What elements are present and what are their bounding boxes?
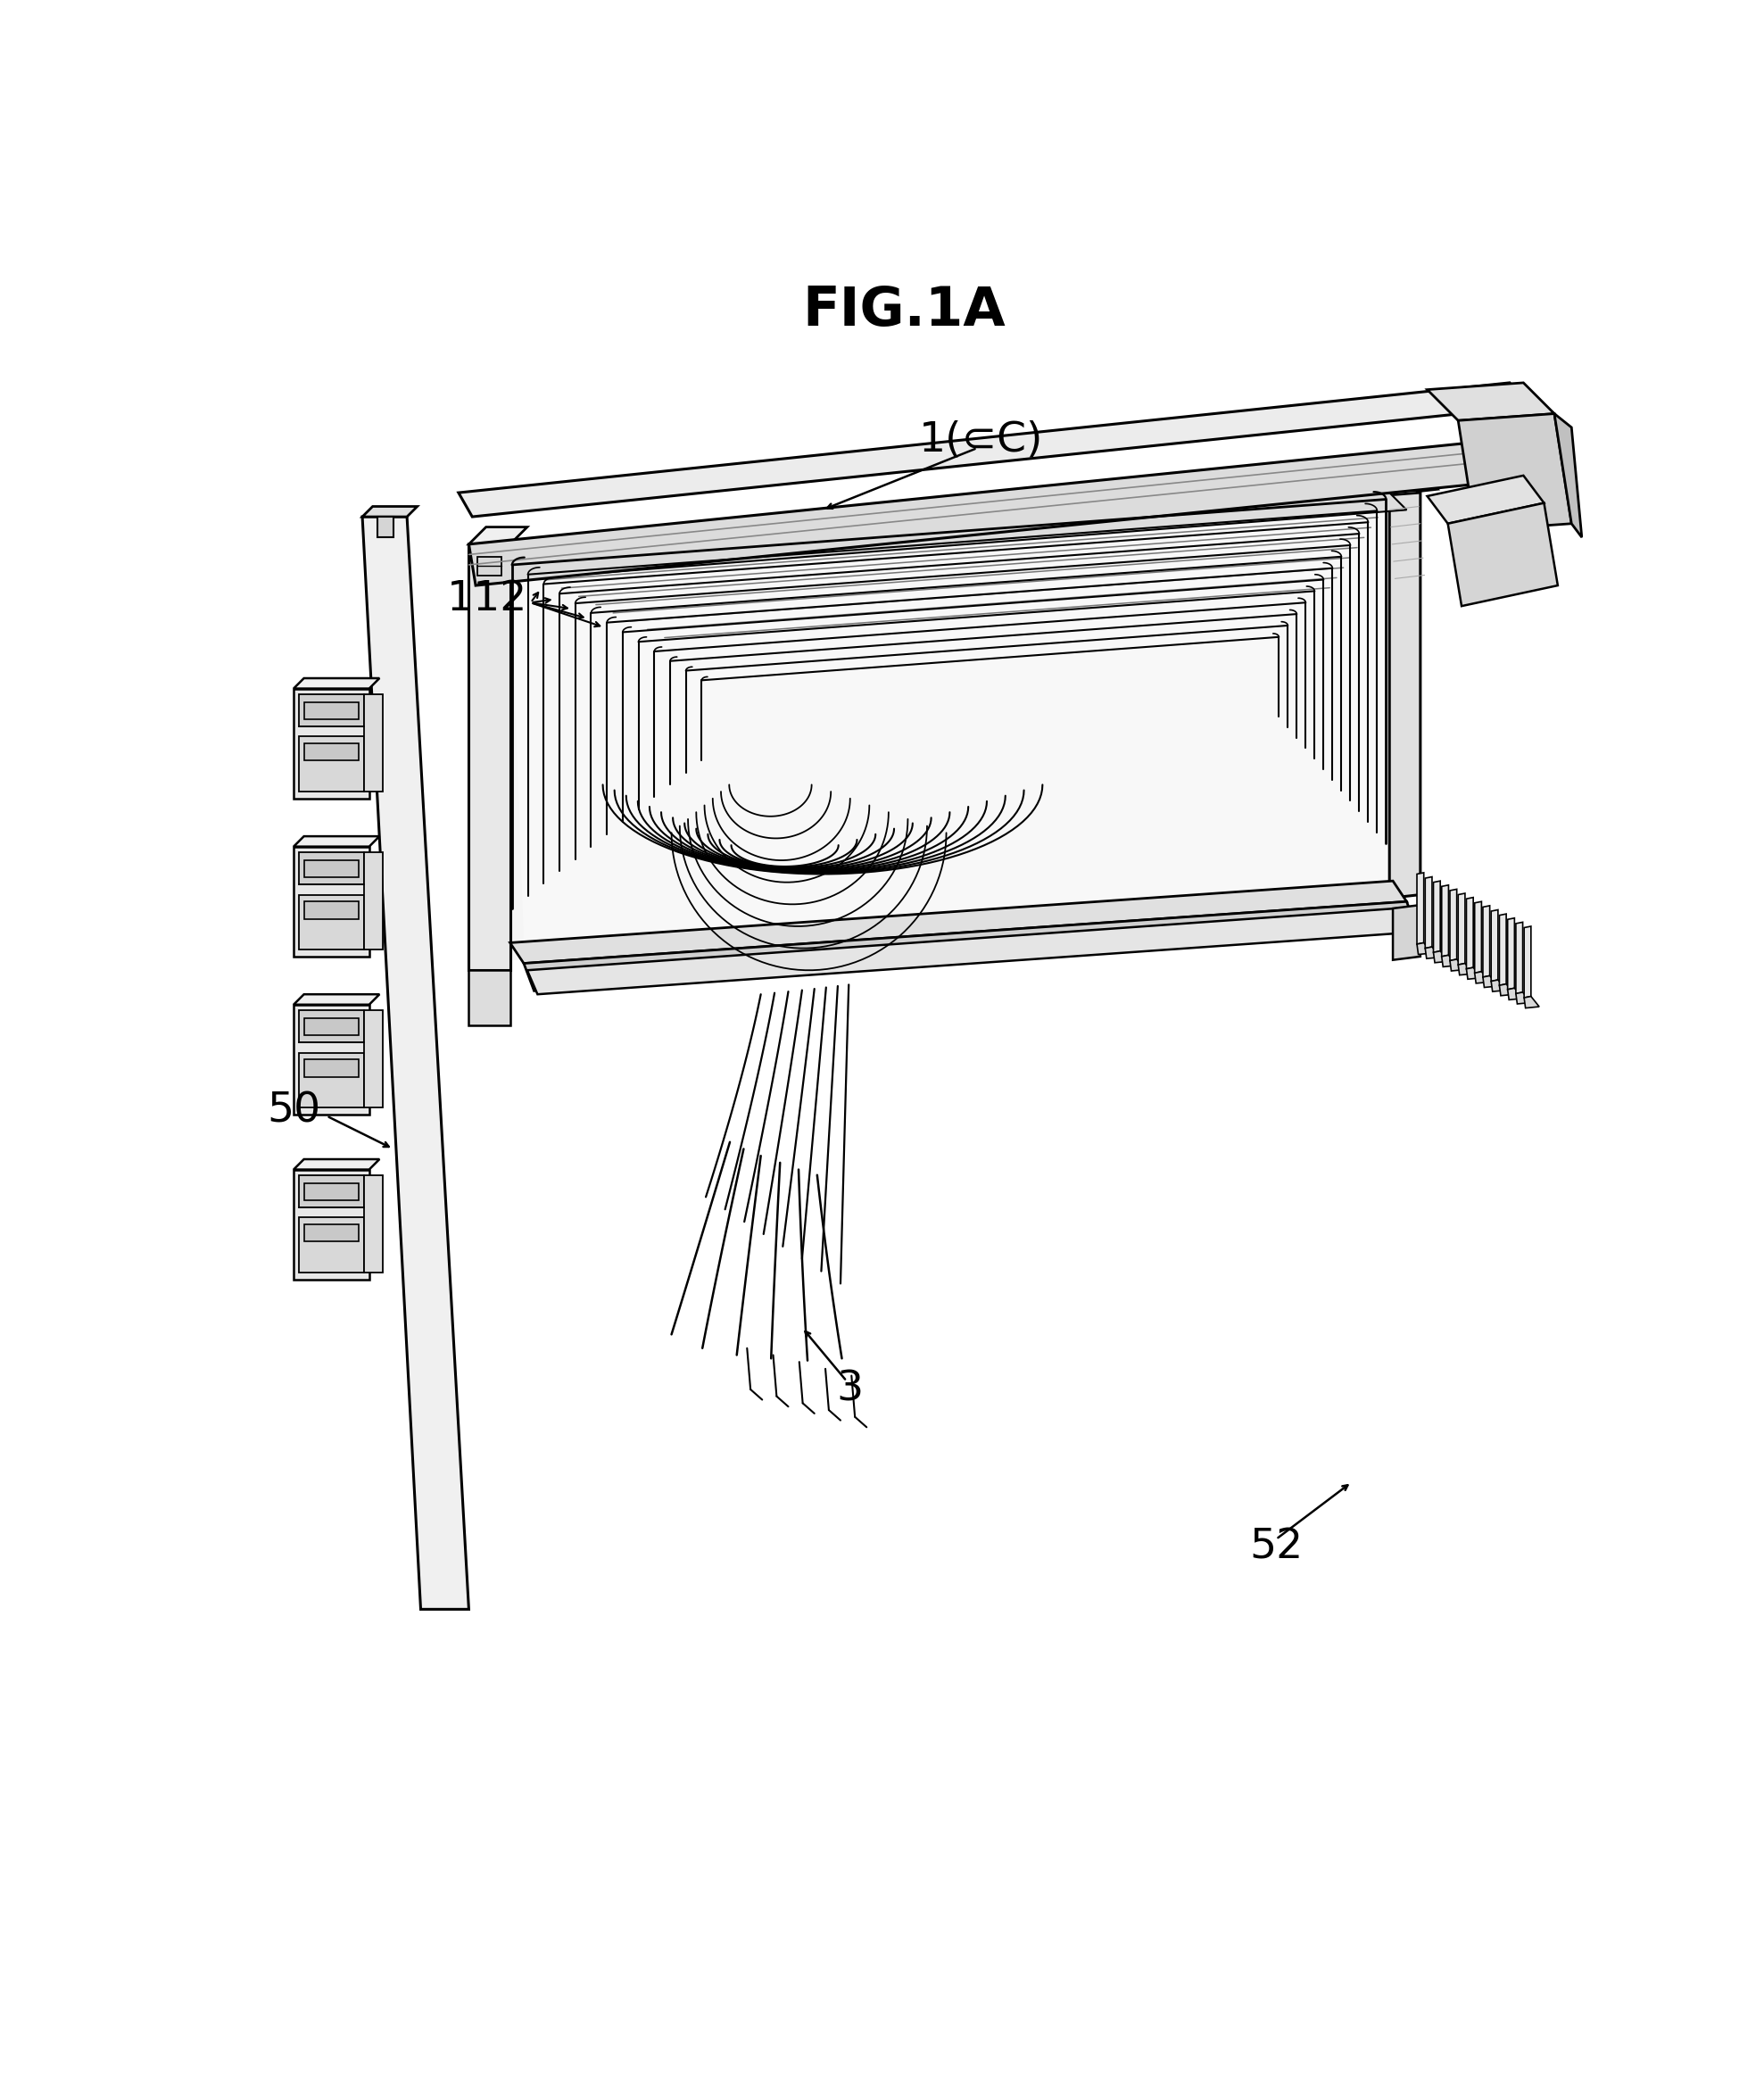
Polygon shape [293, 1159, 379, 1169]
Polygon shape [1491, 981, 1506, 991]
Polygon shape [1427, 475, 1544, 524]
Polygon shape [1441, 885, 1448, 956]
Polygon shape [1475, 972, 1491, 983]
Polygon shape [1524, 997, 1540, 1007]
Polygon shape [1459, 964, 1473, 974]
Text: 50: 50 [268, 1090, 321, 1132]
Text: FIG.1A: FIG.1A [803, 284, 1005, 338]
Polygon shape [1459, 415, 1572, 531]
Polygon shape [1466, 968, 1482, 978]
Polygon shape [363, 1175, 383, 1273]
Polygon shape [1524, 927, 1531, 997]
Polygon shape [469, 970, 510, 1026]
Polygon shape [363, 694, 383, 792]
Polygon shape [1394, 906, 1420, 960]
Polygon shape [1427, 384, 1554, 421]
Polygon shape [293, 688, 369, 798]
Polygon shape [362, 516, 469, 1609]
Polygon shape [1450, 889, 1457, 960]
Polygon shape [303, 1184, 358, 1200]
Polygon shape [300, 736, 363, 792]
Polygon shape [1508, 989, 1522, 999]
Polygon shape [363, 1010, 383, 1107]
Polygon shape [303, 703, 358, 719]
Polygon shape [1448, 504, 1558, 605]
Polygon shape [1475, 902, 1482, 972]
Polygon shape [303, 1059, 358, 1076]
Text: 3: 3 [836, 1370, 864, 1410]
Polygon shape [1441, 956, 1457, 966]
Polygon shape [527, 908, 1409, 995]
Polygon shape [1416, 943, 1432, 954]
Polygon shape [1434, 952, 1448, 962]
Polygon shape [510, 493, 1406, 943]
Polygon shape [303, 860, 358, 877]
Polygon shape [303, 1225, 358, 1242]
Polygon shape [300, 852, 363, 885]
Polygon shape [459, 384, 1528, 516]
Polygon shape [510, 881, 1406, 964]
Polygon shape [362, 506, 418, 516]
Polygon shape [300, 694, 363, 726]
Polygon shape [510, 475, 1420, 562]
Polygon shape [300, 1175, 363, 1206]
Polygon shape [300, 1010, 363, 1043]
Polygon shape [1499, 985, 1515, 995]
Polygon shape [1499, 914, 1506, 985]
Polygon shape [1515, 993, 1531, 1003]
Polygon shape [1466, 898, 1473, 968]
Polygon shape [303, 744, 358, 761]
Polygon shape [1390, 473, 1438, 493]
Polygon shape [1416, 873, 1424, 943]
Polygon shape [1390, 473, 1420, 898]
Polygon shape [510, 493, 1406, 578]
Polygon shape [1425, 877, 1432, 947]
Text: 112: 112 [446, 578, 527, 620]
Polygon shape [469, 545, 510, 970]
Polygon shape [469, 527, 527, 545]
Polygon shape [1554, 415, 1582, 537]
Polygon shape [1434, 881, 1439, 952]
Polygon shape [469, 475, 1406, 964]
Polygon shape [1450, 960, 1466, 970]
Polygon shape [293, 846, 369, 956]
Polygon shape [524, 902, 1416, 991]
Text: 52: 52 [1249, 1528, 1304, 1567]
Polygon shape [293, 835, 379, 846]
Polygon shape [293, 995, 379, 1005]
Polygon shape [300, 1053, 363, 1107]
Polygon shape [363, 852, 383, 949]
Polygon shape [293, 678, 379, 688]
Polygon shape [1484, 976, 1498, 987]
Text: 1(⊂C): 1(⊂C) [919, 419, 1043, 460]
Polygon shape [1491, 910, 1498, 981]
Polygon shape [469, 437, 1528, 585]
Polygon shape [1425, 947, 1439, 958]
Polygon shape [377, 516, 393, 537]
Polygon shape [293, 1169, 369, 1279]
Polygon shape [300, 1217, 363, 1273]
Polygon shape [478, 556, 501, 574]
Polygon shape [1484, 906, 1491, 976]
Polygon shape [1515, 922, 1522, 993]
Polygon shape [303, 1018, 358, 1036]
Polygon shape [1508, 918, 1515, 989]
Polygon shape [303, 902, 358, 918]
Polygon shape [1459, 893, 1466, 964]
Polygon shape [300, 896, 363, 949]
Polygon shape [293, 1005, 369, 1115]
